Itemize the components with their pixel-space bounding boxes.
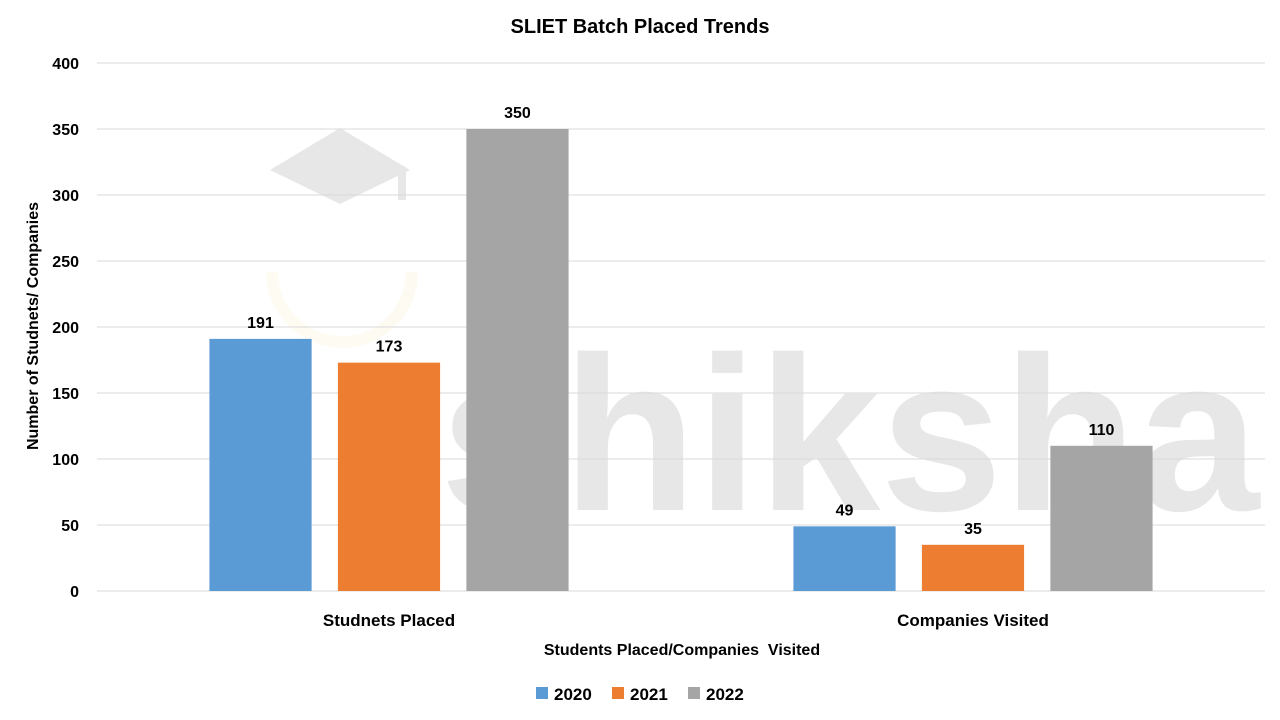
- data-labels: 191 173 350 49 35 110: [247, 105, 1114, 538]
- data-label: 173: [376, 339, 403, 356]
- bars: [209, 129, 1153, 591]
- data-label: 35: [964, 521, 982, 538]
- chart-title: SLIET Batch Placed Trends: [511, 16, 770, 38]
- bar-2020-1: [793, 526, 896, 591]
- y-tick-label: 200: [52, 320, 79, 337]
- watermark-ring: [266, 271, 418, 348]
- bar-2021-0: [337, 362, 441, 591]
- y-tick-label: 350: [52, 122, 79, 139]
- data-label: 191: [247, 315, 274, 332]
- data-label: 110: [1089, 422, 1115, 439]
- x-axis-categories: Studnets Placed Companies Visited: [323, 611, 1049, 630]
- bar-2022-0: [466, 129, 569, 591]
- y-axis-ticks: 0 50 100 150 200 250 300 350 400: [52, 56, 79, 601]
- data-label: 350: [504, 105, 531, 122]
- x-category-label: Companies Visited: [897, 611, 1049, 630]
- y-tick-label: 400: [52, 56, 79, 73]
- legend-swatch-2022: [688, 687, 700, 699]
- bar-2022-1: [1050, 445, 1153, 591]
- legend: 2020 2021 2022: [536, 685, 744, 704]
- y-axis-title: Number of Studnets/ Companies: [25, 202, 42, 450]
- legend-label: 2021: [630, 685, 668, 704]
- bar-2020-0: [209, 338, 312, 591]
- legend-label: 2022: [706, 685, 744, 704]
- graduation-cap-icon: [270, 128, 410, 204]
- x-category-label: Studnets Placed: [323, 611, 455, 630]
- y-tick-label: 0: [70, 584, 79, 601]
- legend-swatch-2021: [612, 687, 624, 699]
- y-tick-label: 100: [52, 452, 79, 469]
- y-tick-label: 300: [52, 188, 79, 205]
- data-label: 49: [836, 502, 854, 519]
- y-tick-label: 250: [52, 254, 79, 271]
- legend-swatch-2020: [536, 687, 548, 699]
- x-axis-title: Students Placed/Companies Visited: [544, 642, 820, 659]
- graduation-cap-tassel: [398, 170, 406, 200]
- y-tick-label: 50: [61, 518, 79, 535]
- bar-2021-1: [921, 544, 1025, 591]
- legend-label: 2020: [554, 685, 592, 704]
- y-tick-label: 150: [52, 386, 79, 403]
